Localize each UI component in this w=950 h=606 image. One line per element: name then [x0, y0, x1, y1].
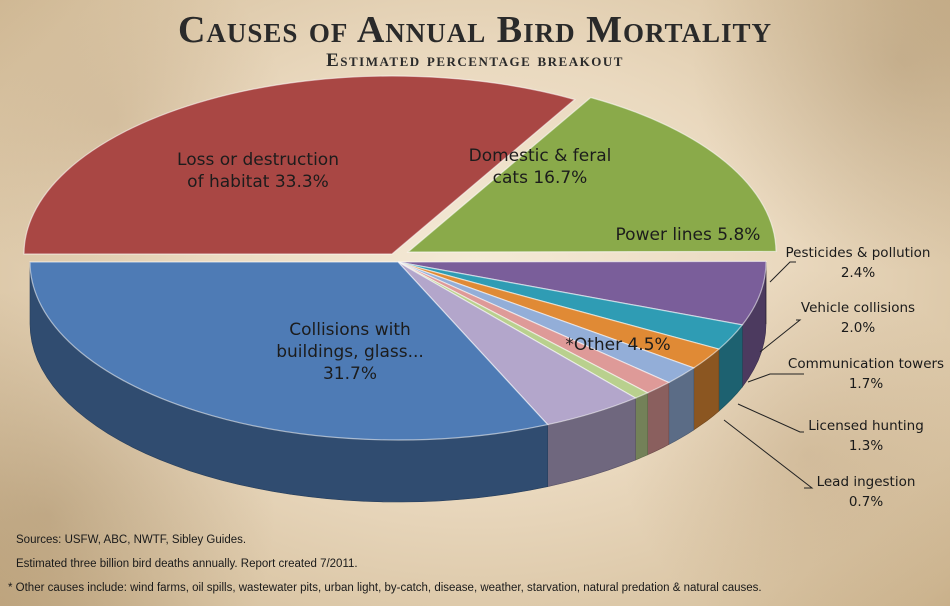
slice-label-8-line-0: *Other 4.5% — [565, 335, 670, 355]
slice-label-3-line-0: Pesticides & pollution — [786, 245, 931, 261]
slice-label-9-line-0: Collisions with — [289, 320, 411, 340]
slice-label-0-line-0: Loss or destruction — [177, 150, 339, 170]
pie-top-faces — [23, 75, 777, 441]
pie-side-walls — [29, 261, 767, 503]
slice-label-4-line-0: Vehicle collisions — [801, 300, 915, 316]
slice-label-2-line-0: Power lines 5.8% — [616, 225, 761, 245]
slice-label-0-line-1: of habitat 33.3% — [187, 172, 329, 192]
leader-line-4 — [759, 319, 802, 353]
slice-label-3-line-1: 2.4% — [841, 265, 875, 281]
slice-label-1-line-1: cats 16.7% — [493, 168, 588, 188]
pie-slice-1 — [406, 96, 777, 253]
chart-subtitle: Estimated percentage breakout — [326, 50, 624, 71]
leader-line-3 — [769, 261, 796, 283]
estimate-note: Estimated three billion bird deaths annu… — [16, 558, 358, 570]
other-causes-note: * Other causes include: wind farms, oil … — [8, 582, 762, 594]
slice-label-4-line-1: 2.0% — [841, 320, 875, 336]
slice-label-5-line-1: 1.7% — [849, 376, 883, 392]
slice-label-1-line-0: Domestic & feral — [469, 146, 612, 166]
pie-slice-0 — [23, 75, 576, 255]
slice-label-9-line-2: 31.7% — [323, 364, 377, 384]
pie-side-7 — [635, 392, 648, 461]
leader-line-7 — [723, 419, 814, 489]
leader-line-5 — [747, 373, 804, 383]
slice-label-9-line-1: buildings, glass... — [276, 342, 424, 362]
slice-label-6-line-1: 1.3% — [849, 438, 883, 454]
slice-label-7-line-0: Lead ingestion — [817, 474, 916, 490]
slice-label-6-line-0: Licensed hunting — [808, 418, 924, 434]
pie-slice-9 — [29, 261, 549, 441]
sources-note: Sources: USFW, ABC, NWTF, Sibley Guides. — [16, 534, 247, 546]
leader-line-6 — [737, 403, 804, 433]
slice-label-5-line-0: Communication towers — [788, 356, 944, 372]
slice-label-7-line-1: 0.7% — [849, 494, 883, 510]
chart-title: Causes of Annual Bird Mortality — [177, 9, 773, 51]
pie-side-6 — [647, 382, 670, 456]
pie-slice-2 — [397, 260, 767, 326]
